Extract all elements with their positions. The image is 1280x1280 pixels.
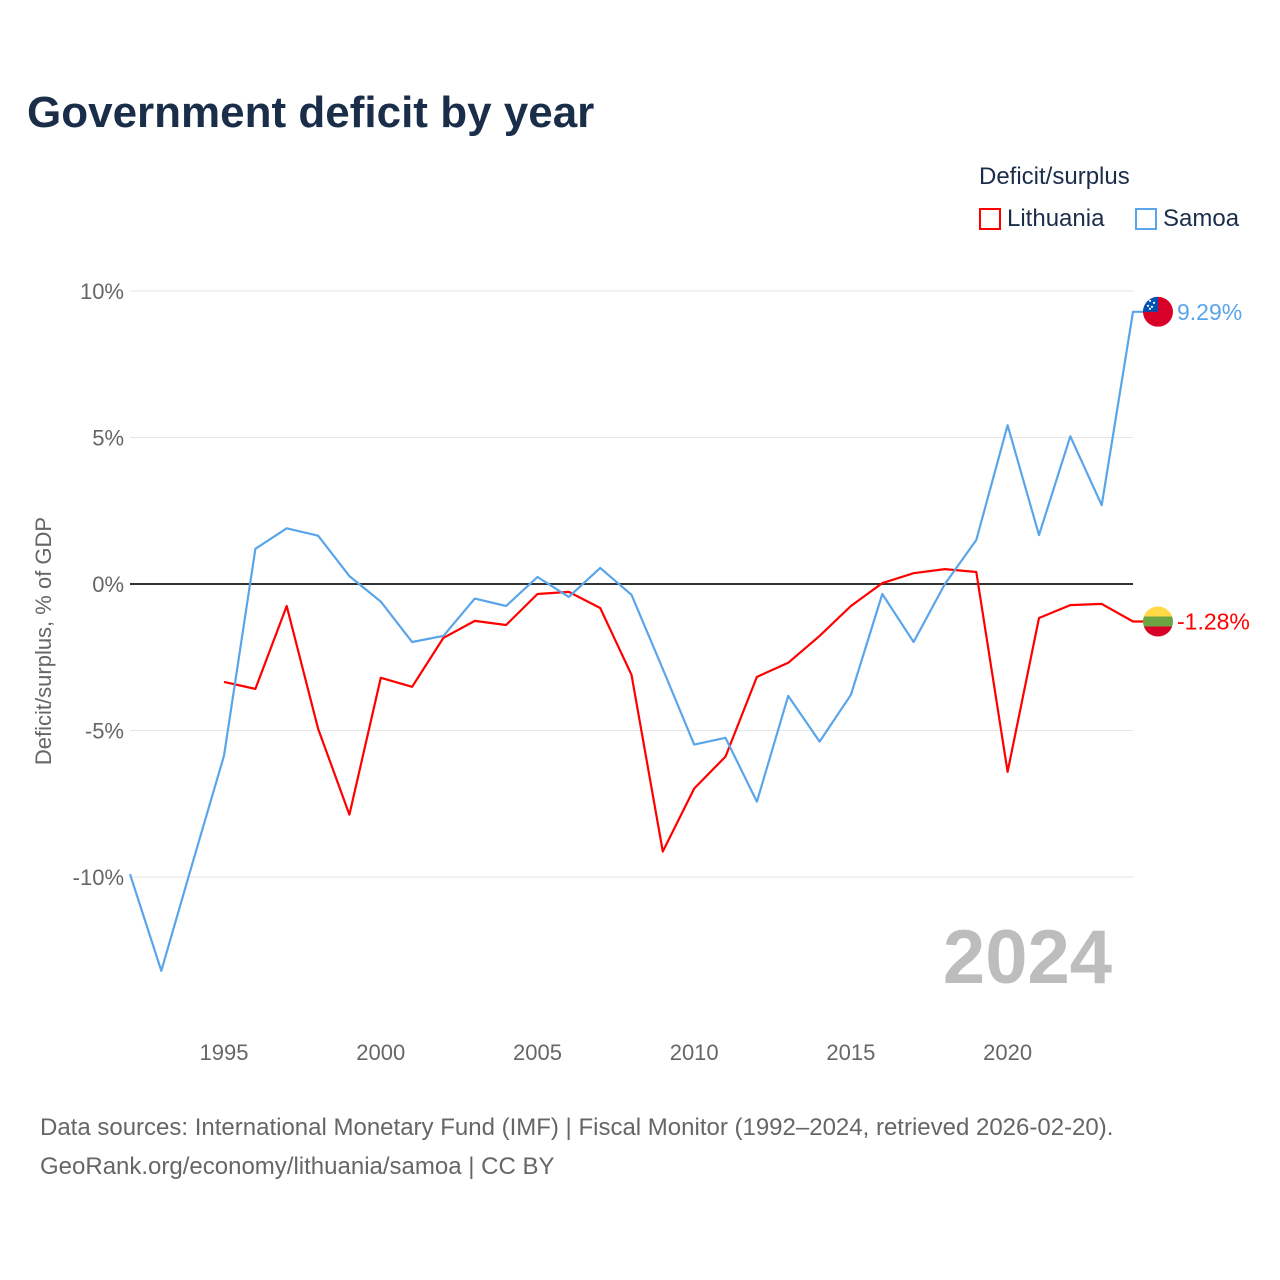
flag-stripe-yellow: [1143, 606, 1173, 617]
legend-item-samoa[interactable]: Samoa: [1135, 205, 1239, 233]
flag-star: [1148, 307, 1152, 310]
source-link[interactable]: GeoRank.org/economy/lithuania/samoa | CC…: [40, 1153, 555, 1180]
flag-star: [1148, 299, 1152, 302]
x-tick-label: 2005: [513, 1040, 562, 1065]
y-tick-label: 10%: [80, 279, 124, 304]
chart-title: Government deficit by year: [27, 88, 595, 137]
source-note: Data sources: International Monetary Fun…: [40, 1108, 1113, 1186]
legend-label: Samoa: [1163, 205, 1240, 232]
legend-item-lithuania[interactable]: Lithuania: [979, 205, 1104, 233]
flag-star: [1150, 305, 1154, 308]
end-label-lithuania: -1.28%: [1177, 609, 1250, 635]
y-tick-label: -5%: [85, 719, 124, 744]
end-label-samoa: 9.29%: [1177, 299, 1242, 325]
lithuania-flag-icon: [1143, 606, 1173, 637]
series-line-lithuania: [223, 567, 1145, 853]
legend-swatch-samoa: [1135, 208, 1157, 230]
series-line-samoa: [128, 310, 1145, 972]
year-watermark: 2024: [943, 915, 1112, 1000]
x-tick-label: 1995: [200, 1040, 249, 1065]
flag-star: [1146, 304, 1150, 307]
x-tick-label: 2015: [826, 1040, 875, 1065]
x-tick-label: 2010: [670, 1040, 719, 1065]
samoa-flag-icon: [1143, 296, 1173, 327]
source-line: Data sources: International Monetary Fun…: [40, 1114, 1114, 1141]
y-tick-label: 0%: [92, 572, 124, 597]
y-tick-label: -10%: [73, 865, 124, 890]
x-tick-label: 2020: [983, 1040, 1032, 1065]
y-axis-label: Deficit/surplus, % of GDP: [31, 517, 56, 765]
flag-star: [1152, 301, 1156, 304]
legend-label: Lithuania: [1007, 205, 1105, 232]
flag-stripe-red: [1143, 626, 1173, 637]
legend-title: Deficit/surplus: [979, 163, 1130, 190]
x-tick-label: 2000: [356, 1040, 405, 1065]
y-tick-label: 5%: [92, 426, 124, 451]
flag-stripe-green: [1143, 616, 1173, 627]
flag: [1143, 296, 1173, 327]
legend-swatch-lithuania: [979, 208, 1001, 230]
flag: [1143, 606, 1173, 637]
